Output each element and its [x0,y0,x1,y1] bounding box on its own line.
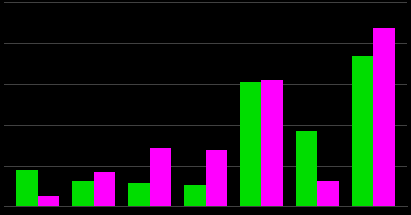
Bar [128,183,150,206]
Bar [240,82,261,206]
Bar [150,148,171,206]
Bar [352,56,373,206]
Bar [296,131,317,206]
Bar [206,150,227,206]
Bar [261,80,283,206]
Bar [317,181,339,206]
Bar [72,181,94,206]
Bar [184,185,206,206]
Bar [94,172,115,206]
Bar [373,28,395,206]
Bar [16,170,38,206]
Bar [38,196,59,206]
